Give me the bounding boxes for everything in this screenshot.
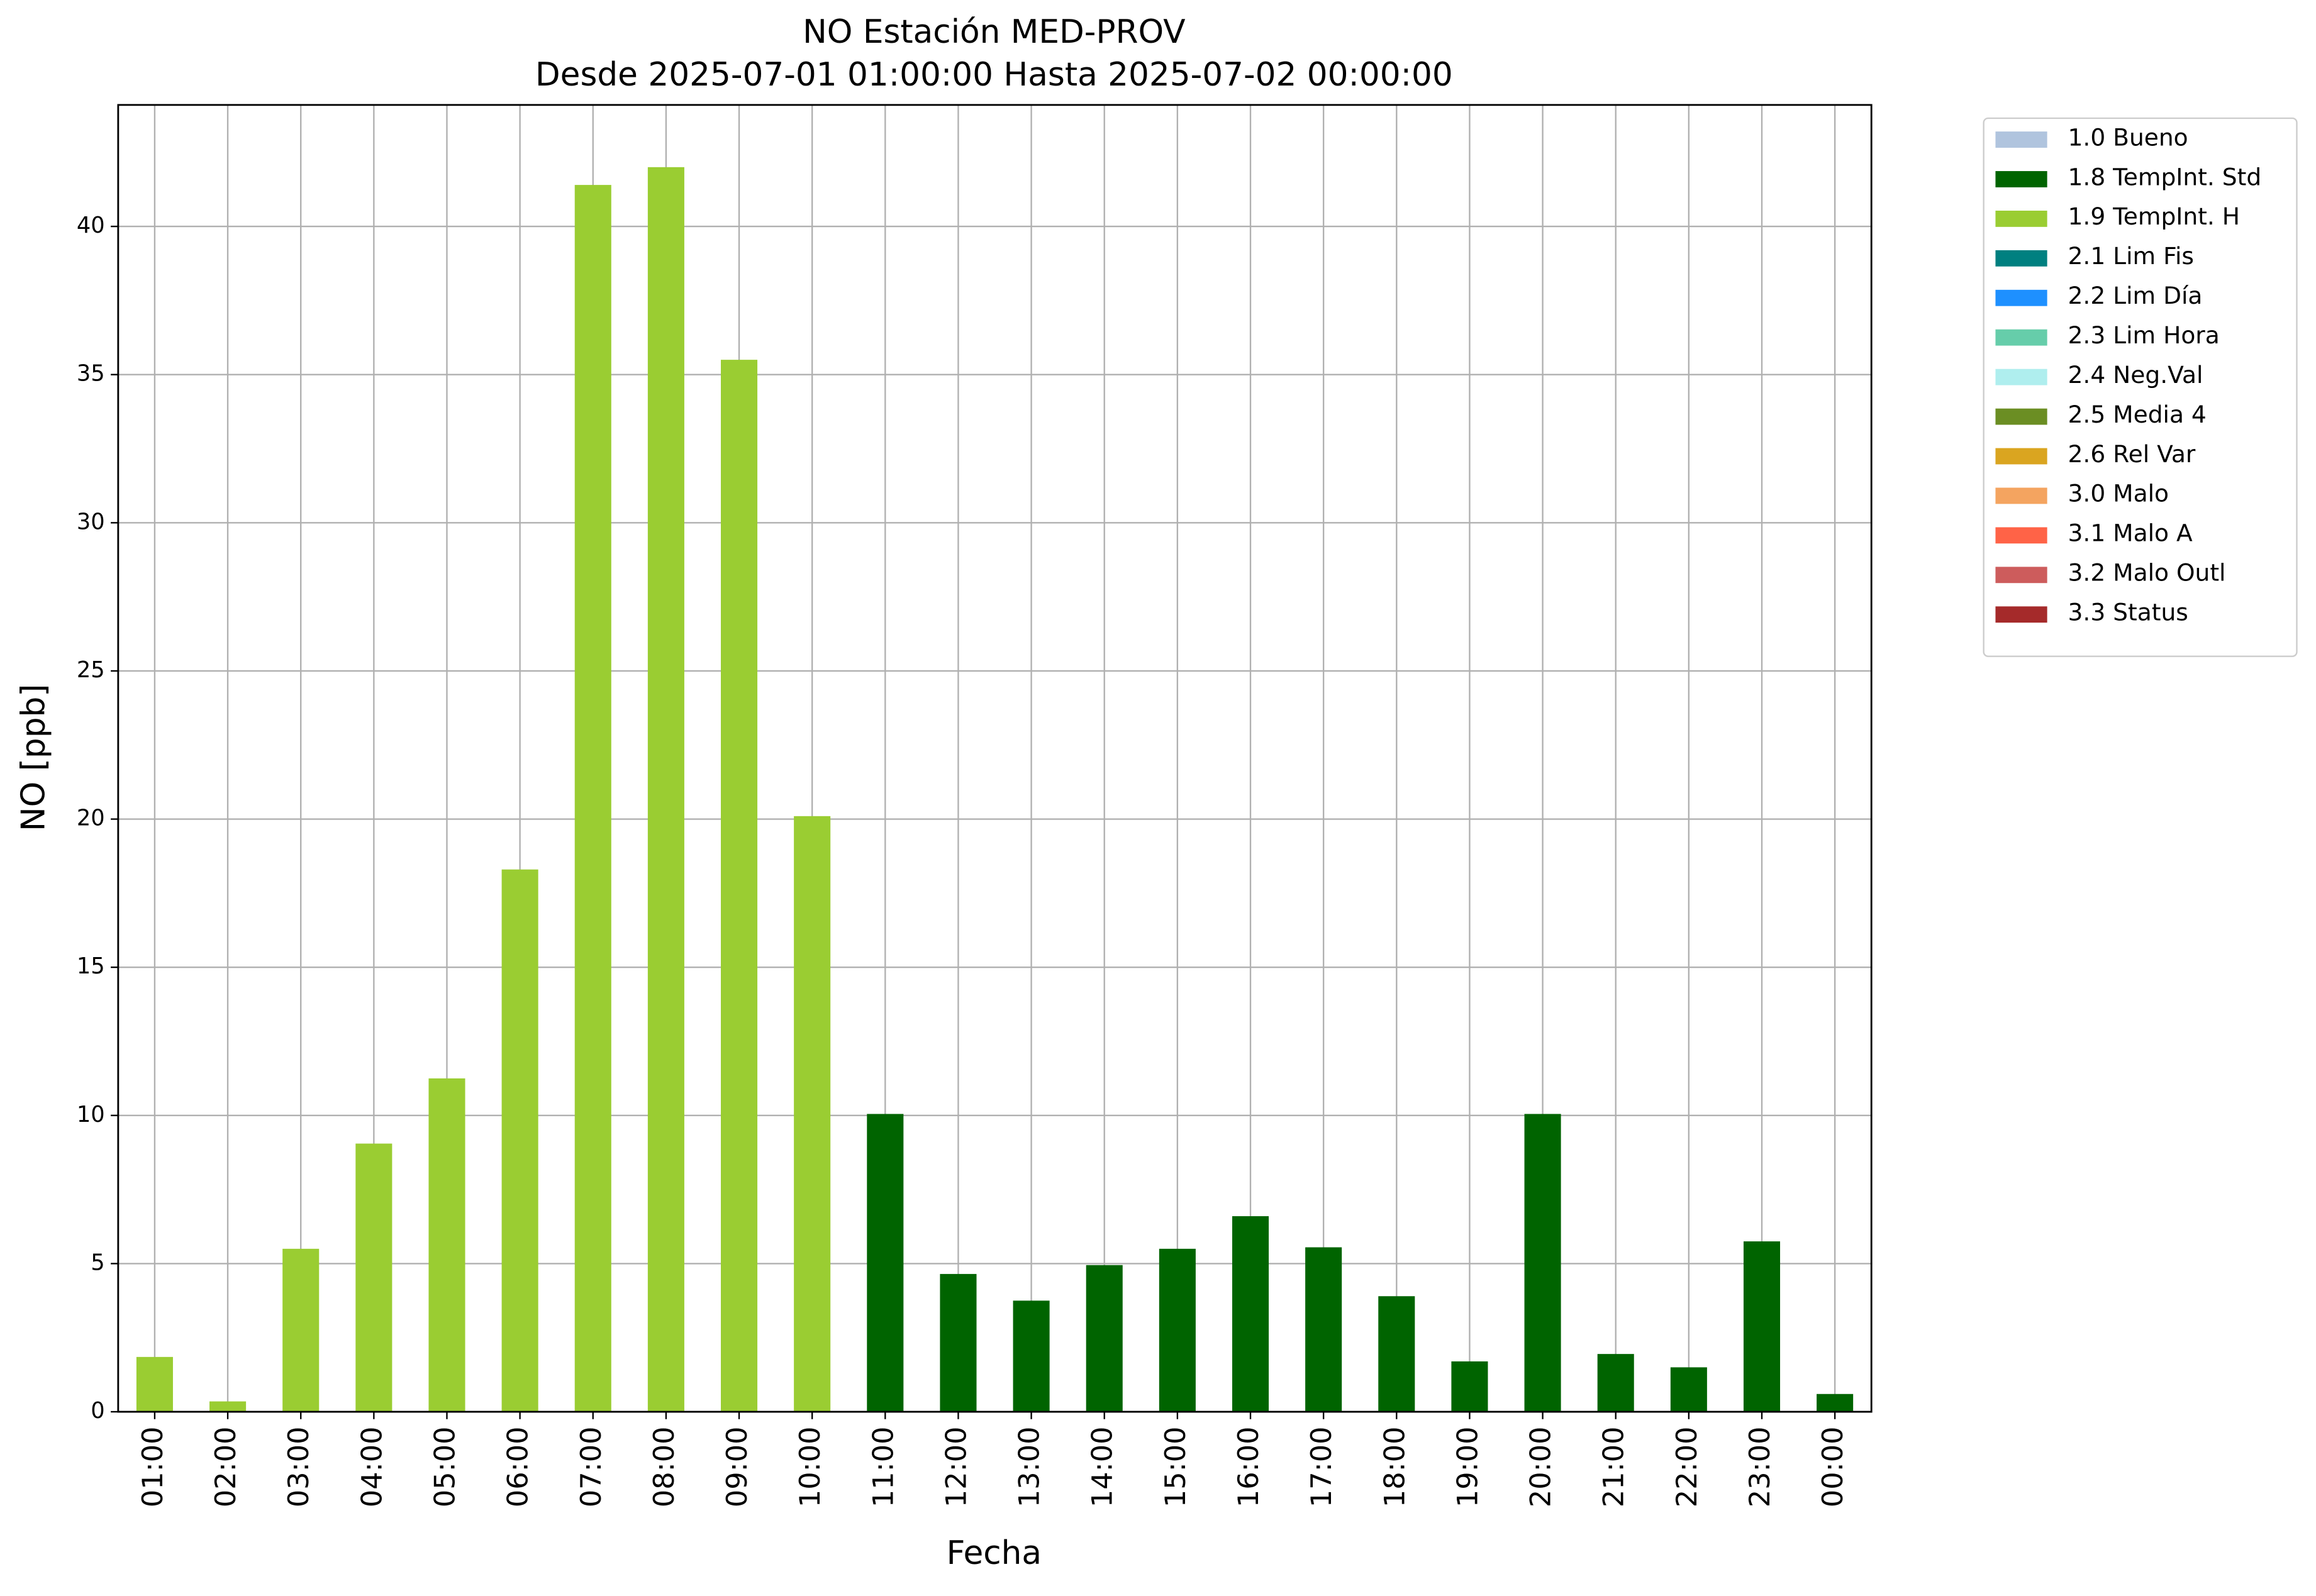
legend-swatch (1995, 289, 2047, 306)
chart-subtitle: Desde 2025-07-01 01:00:00 Hasta 2025-07-… (535, 56, 1453, 94)
legend-swatch (1995, 408, 2047, 425)
legend-label: 1.0 Bueno (2068, 123, 2188, 151)
x-axis-label: Fecha (947, 1534, 1042, 1572)
legend-box (1983, 117, 2298, 657)
bar (1159, 1248, 1196, 1412)
y-tick-label: 0 (91, 1398, 104, 1424)
legend-label: 2.6 Rel Var (2068, 440, 2196, 468)
legend-swatch (1995, 210, 2047, 227)
bar (574, 185, 611, 1412)
x-tick-label: 22:00 (1671, 1427, 1703, 1508)
legend-swatch (1995, 527, 2047, 544)
x-tick-label: 19:00 (1451, 1427, 1484, 1508)
bar (282, 1248, 320, 1412)
bar (647, 167, 684, 1412)
y-tick-label: 20 (77, 806, 105, 831)
x-tick-label: 21:00 (1598, 1427, 1630, 1508)
x-tick-label: 03:00 (282, 1427, 315, 1508)
y-tick-label: 35 (77, 361, 105, 387)
y-tick-label: 25 (77, 657, 105, 683)
bar (867, 1114, 904, 1412)
y-tick-label: 5 (91, 1250, 104, 1275)
y-tick-label: 10 (77, 1102, 105, 1128)
legend-label: 1.9 TempInt. H (2068, 202, 2241, 230)
bar (1524, 1114, 1561, 1412)
legend-swatch (1995, 369, 2047, 385)
bar (1232, 1216, 1269, 1412)
x-tick-label: 13:00 (1013, 1427, 1046, 1508)
bar (1597, 1354, 1634, 1412)
legend-swatch (1995, 606, 2047, 623)
bar (721, 360, 758, 1412)
bar (501, 869, 538, 1412)
x-tick-label: 09:00 (721, 1427, 754, 1508)
legend-label: 3.3 Status (2068, 599, 2188, 626)
x-tick-label: 02:00 (209, 1427, 242, 1508)
x-tick-label: 18:00 (1378, 1427, 1411, 1508)
bar (1743, 1241, 1781, 1412)
plot-frame (117, 104, 1873, 1413)
legend-swatch (1995, 567, 2047, 584)
x-tick-label: 04:00 (355, 1427, 388, 1508)
bar (1451, 1361, 1488, 1412)
bar (1670, 1367, 1707, 1412)
x-tick-label: 07:00 (575, 1427, 608, 1508)
x-tick-label: 12:00 (940, 1427, 972, 1508)
bar (428, 1078, 465, 1412)
legend-label: 2.1 Lim Fis (2068, 242, 2194, 270)
y-tick-label: 40 (77, 213, 105, 238)
y-tick-label: 30 (77, 509, 105, 535)
bar (1378, 1296, 1415, 1412)
legend-label: 2.5 Media 4 (2068, 401, 2207, 428)
bar (940, 1273, 977, 1412)
legend-label: 3.1 Malo A (2068, 519, 2193, 547)
x-tick-label: 00:00 (1817, 1427, 1849, 1508)
y-tick-label: 15 (77, 953, 105, 979)
x-tick-label: 11:00 (867, 1427, 899, 1508)
x-tick-label: 05:00 (428, 1427, 461, 1508)
legend-label: 2.4 Neg.Val (2068, 361, 2203, 389)
legend-label: 3.2 Malo Outl (2068, 559, 2226, 587)
x-tick-label: 23:00 (1744, 1427, 1776, 1508)
legend-label: 2.2 Lim Día (2068, 282, 2203, 309)
x-tick-label: 15:00 (1159, 1427, 1192, 1508)
y-axis-label: NO [ppb] (14, 684, 52, 831)
x-tick-label: 14:00 (1086, 1427, 1119, 1508)
legend-label: 3.0 Malo (2068, 480, 2169, 507)
legend-swatch (1995, 171, 2047, 187)
x-tick-label: 08:00 (648, 1427, 681, 1508)
legend-swatch (1995, 329, 2047, 346)
bar (1305, 1247, 1342, 1412)
bar (209, 1401, 247, 1412)
legend-swatch (1995, 448, 2047, 465)
x-tick-label: 17:00 (1305, 1427, 1338, 1508)
x-tick-label: 10:00 (794, 1427, 827, 1508)
legend-label: 1.8 TempInt. Std (2068, 163, 2262, 191)
legend-label: 2.3 Lim Hora (2068, 321, 2220, 349)
x-tick-label: 06:00 (502, 1427, 535, 1508)
x-tick-label: 20:00 (1525, 1427, 1557, 1508)
bar (136, 1356, 173, 1412)
chart-title: NO Estación MED-PROV (803, 13, 1185, 51)
bar (1086, 1265, 1123, 1412)
legend-swatch (1995, 131, 2047, 148)
bar (794, 816, 831, 1412)
legend-swatch (1995, 250, 2047, 267)
x-tick-label: 01:00 (136, 1427, 169, 1508)
legend-swatch (1995, 487, 2047, 504)
bar (355, 1143, 392, 1412)
bar (1817, 1394, 1854, 1412)
x-tick-label: 16:00 (1232, 1427, 1265, 1508)
bar (1013, 1300, 1050, 1412)
